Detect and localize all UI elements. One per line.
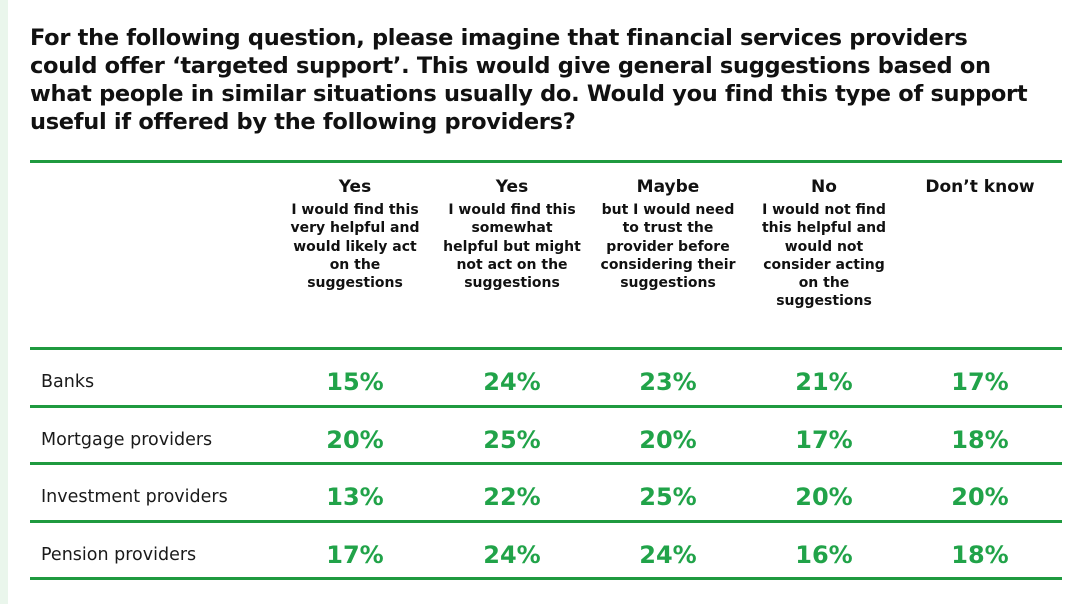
row-rule bbox=[30, 520, 1062, 523]
row-rule bbox=[30, 462, 1062, 465]
column-header: Yes I would find this very helpful and wo… bbox=[277, 176, 433, 292]
value-cell: 20% bbox=[639, 426, 697, 454]
value-cell: 24% bbox=[639, 541, 697, 569]
value-cell: 21% bbox=[795, 368, 853, 396]
content-panel: For the following question, please imagi… bbox=[8, 0, 1068, 604]
value-cell: 25% bbox=[639, 483, 697, 511]
column-header-description: but I would need to trust the provider b… bbox=[600, 202, 736, 292]
column-header: Maybe but I would need to trust the provi… bbox=[590, 176, 746, 292]
value-cell: 20% bbox=[795, 483, 853, 511]
row-label: Investment providers bbox=[41, 487, 228, 507]
row-rule bbox=[30, 405, 1062, 408]
column-header-label: Yes bbox=[495, 177, 529, 197]
value-cell: 13% bbox=[326, 483, 384, 511]
value-cell: 22% bbox=[483, 483, 541, 511]
column-header: Yes I would find this somewhat helpful bu… bbox=[434, 176, 590, 292]
row-label: Mortgage providers bbox=[41, 430, 213, 450]
value-cell: 17% bbox=[795, 426, 853, 454]
value-cell: 20% bbox=[326, 426, 384, 454]
column-header-label: Don’t know bbox=[925, 177, 1035, 197]
value-cell: 18% bbox=[951, 541, 1009, 569]
row-label: Pension providers bbox=[41, 545, 197, 565]
top-rule bbox=[30, 160, 1062, 163]
column-header-description: I would find this somewhat helpful but m… bbox=[443, 202, 581, 292]
row-label: Banks bbox=[41, 372, 95, 392]
value-cell: 24% bbox=[483, 541, 541, 569]
column-header-label: No bbox=[811, 177, 837, 197]
column-header-label: Maybe bbox=[636, 177, 700, 197]
column-header-description: I would not find this helpful and would … bbox=[761, 202, 887, 310]
value-cell: 25% bbox=[483, 426, 541, 454]
value-cell: 23% bbox=[639, 368, 697, 396]
bottom-rule bbox=[30, 577, 1062, 580]
value-cell: 24% bbox=[483, 368, 541, 396]
question-title: For the following question, please imagi… bbox=[30, 25, 1028, 135]
value-cell: 17% bbox=[951, 368, 1009, 396]
column-header: No I would not find this helpful and woul… bbox=[746, 176, 902, 311]
column-header-description: I would find this very helpful and would… bbox=[290, 202, 420, 292]
value-cell: 17% bbox=[326, 541, 384, 569]
value-cell: 16% bbox=[795, 541, 853, 569]
value-cell: 20% bbox=[951, 483, 1009, 511]
column-header: Don’t know bbox=[902, 176, 1058, 198]
header-rule bbox=[30, 347, 1062, 350]
column-header-label: Yes bbox=[338, 177, 372, 197]
value-cell: 18% bbox=[951, 426, 1009, 454]
value-cell: 15% bbox=[326, 368, 384, 396]
